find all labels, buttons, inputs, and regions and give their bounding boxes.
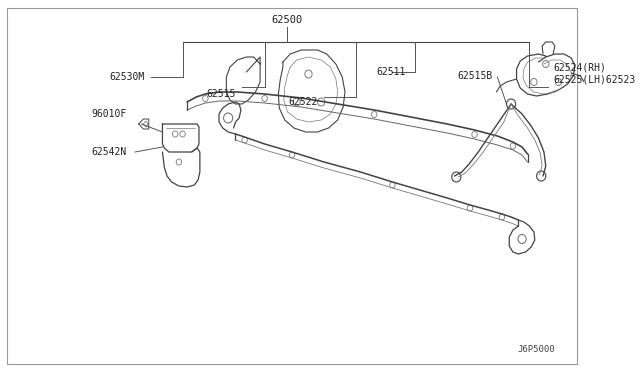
Text: 62522: 62522 (288, 97, 317, 107)
Text: 62515B: 62515B (458, 71, 493, 81)
Text: 62530M: 62530M (109, 72, 144, 82)
Text: 62511: 62511 (377, 67, 406, 77)
Text: 96010F: 96010F (92, 109, 127, 119)
Text: 62525(LH)62523: 62525(LH)62523 (553, 74, 636, 84)
Text: 62524(RH): 62524(RH) (553, 62, 606, 72)
Text: J6P5000: J6P5000 (517, 345, 555, 354)
Text: 62500: 62500 (271, 15, 302, 25)
Text: 62542N: 62542N (92, 147, 127, 157)
Text: 62515: 62515 (206, 89, 236, 99)
